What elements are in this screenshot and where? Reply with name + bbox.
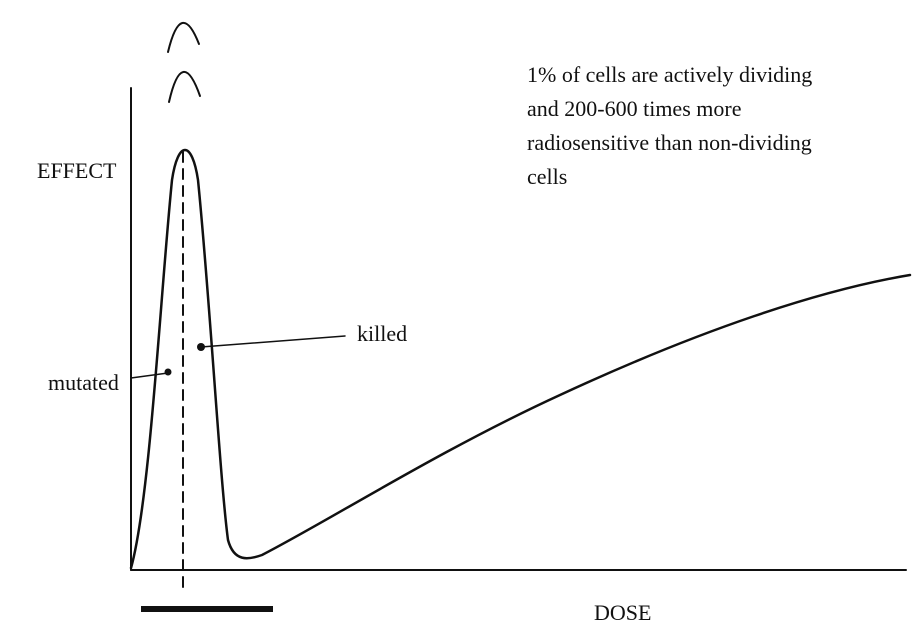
annotation-line: 1% of cells are actively dividing [527,62,812,87]
response-curve [129,148,912,570]
x-axis-label: DOSE [594,600,651,625]
peak-mark [168,71,201,103]
pointer-dot [164,368,172,376]
peak-mark [167,21,200,53]
dose-bar [141,606,273,612]
mutated-label: mutated [48,370,119,395]
annotation-line: and 200-600 times more [527,96,741,121]
pointer-dot [197,343,205,351]
annotation-line: cells [527,164,567,189]
y-axis-label: EFFECT [37,158,117,183]
pointer-line [200,335,346,348]
pointer-line [130,372,169,379]
annotation-line: radiosensitive than non-dividing [527,130,812,155]
killed-label: killed [357,321,407,346]
